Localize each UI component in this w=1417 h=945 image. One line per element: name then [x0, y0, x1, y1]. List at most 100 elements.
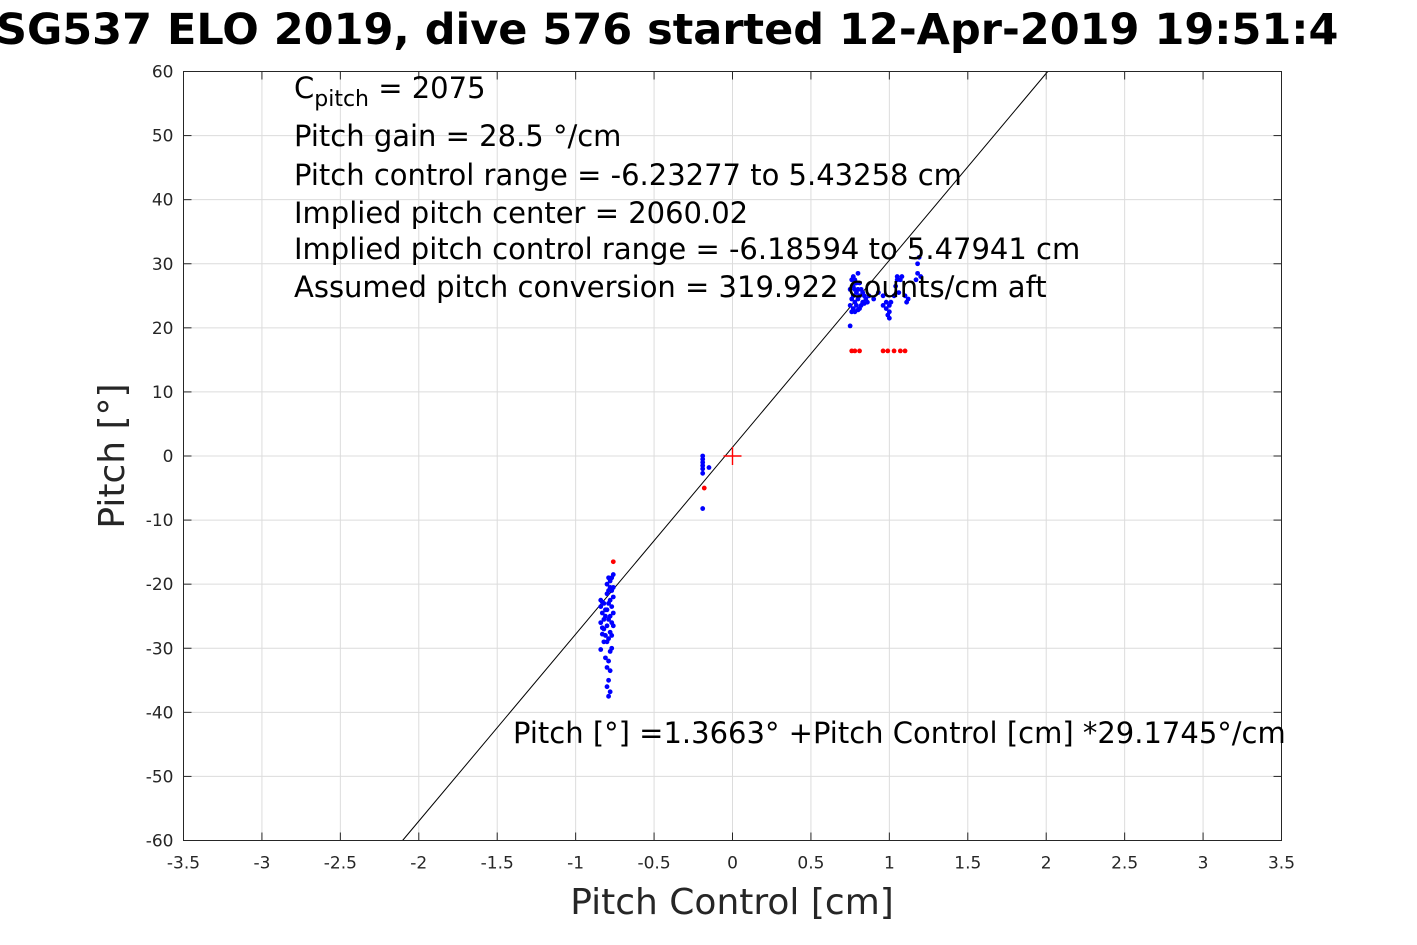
y-tick-label: 50: [152, 127, 174, 147]
data-point: [610, 594, 616, 600]
data-point: [886, 315, 892, 321]
x-tick-label: 2: [1041, 854, 1052, 874]
x-tick-label: -0.5: [637, 854, 670, 874]
data-point: [886, 309, 892, 315]
data-point: [899, 274, 905, 279]
x-axis-label: Pitch Control [cm]: [570, 882, 894, 923]
data-point: [607, 597, 613, 603]
data-point: [609, 604, 615, 609]
data-point: [610, 572, 616, 577]
annotation-implied-control-range: Implied pitch control range = -6.18594 t…: [294, 232, 1080, 266]
data-point: [883, 306, 889, 312]
data-point: [610, 610, 616, 616]
data-point: [598, 604, 604, 609]
data-point: [603, 633, 608, 638]
c-pitch-subscript: pitch: [314, 87, 369, 112]
data-point: [857, 280, 862, 286]
bad-point: [891, 348, 897, 354]
y-tick-label: 30: [152, 255, 174, 275]
data-point: [847, 286, 853, 292]
data-point: [902, 293, 908, 299]
data-point: [607, 613, 613, 619]
chart-title: SG537 ELO 2019, dive 576 started 12-Apr-…: [0, 5, 1338, 55]
y-axis-label: Pitch [°]: [92, 383, 133, 528]
x-tick-label: -2: [410, 854, 427, 874]
data-point: [918, 274, 924, 279]
data-points: [598, 254, 924, 699]
data-point: [700, 470, 706, 476]
fit-equation-label: Pitch [°] =1.3663° +Pitch Control [cm] *…: [513, 716, 1286, 750]
data-point: [599, 610, 605, 616]
y-tick-label: -30: [146, 639, 174, 659]
data-point: [866, 293, 872, 299]
annotation-c-pitch: Cpitch = 2075: [294, 71, 486, 112]
data-point: [603, 613, 608, 619]
data-point: [603, 655, 608, 661]
x-tick-label: 2.5: [1111, 854, 1138, 874]
data-point: [700, 466, 706, 472]
data-point: [883, 299, 889, 305]
data-point: [601, 626, 607, 632]
c-pitch-value: = 2075: [369, 71, 486, 105]
annotation-pitch-control-range: Pitch control range = -6.23277 to 5.4325…: [294, 158, 962, 192]
data-point: [857, 293, 862, 299]
data-point: [891, 293, 897, 299]
data-point: [915, 270, 920, 276]
data-point: [915, 261, 920, 267]
data-point: [893, 283, 899, 289]
data-point: [606, 636, 611, 642]
data-point: [916, 254, 922, 260]
y-tick-label: -60: [146, 832, 174, 852]
data-point: [855, 270, 861, 276]
bad-point: [902, 348, 908, 354]
data-point: [598, 620, 604, 626]
data-point: [700, 506, 706, 511]
annotation-pitch-conversion: Assumed pitch conversion = 319.922 count…: [294, 270, 1047, 304]
data-point: [610, 584, 616, 590]
data-point: [875, 290, 881, 295]
x-tick-label: 3: [1198, 854, 1209, 874]
data-point: [854, 303, 859, 308]
data-point: [604, 581, 610, 587]
data-point: [894, 274, 900, 279]
annotation-pitch-gain: Pitch gain = 28.5 °/cm: [294, 119, 621, 153]
data-point: [609, 645, 615, 651]
bad-point: [852, 348, 858, 354]
x-tick-label: -1: [567, 854, 584, 874]
bad-point: [880, 348, 886, 354]
data-point: [609, 633, 615, 638]
bad-point: [857, 348, 862, 354]
bad-point: [885, 348, 891, 354]
data-point: [607, 668, 613, 674]
data-point: [847, 323, 853, 329]
x-tick-label: -1.5: [481, 854, 514, 874]
data-point: [604, 665, 610, 670]
c-pitch-main: C: [294, 71, 314, 105]
y-tick-label: 0: [163, 447, 174, 467]
y-tick-label: 60: [152, 63, 174, 83]
x-tick-label: 0: [727, 854, 738, 874]
axis-ticks: -3.5 -3 -2.5 -2 -1.5 -1 -0.5 0 0.5 1 1.5 2 2.5 3 3.5 -6…: [146, 63, 1295, 874]
data-point: [880, 303, 886, 308]
data-point: [871, 296, 877, 302]
data-point: [847, 303, 853, 308]
data-point: [598, 647, 604, 652]
x-tick-label: -3.5: [167, 854, 200, 874]
y-tick-label: -50: [146, 767, 174, 787]
data-point: [896, 290, 902, 295]
data-point: [606, 658, 611, 664]
x-tick-label: -2.5: [324, 854, 357, 874]
annotation-implied-pitch-center: Implied pitch center = 2060.02: [294, 196, 748, 230]
y-tick-label: 10: [152, 383, 174, 403]
grid-lines: [183, 71, 1282, 841]
data-point: [905, 296, 911, 302]
data-point: [604, 684, 610, 690]
data-point: [850, 293, 856, 299]
bad-point: [897, 348, 903, 354]
center-marker: [723, 447, 742, 465]
data-point: [888, 299, 894, 305]
data-point: [604, 607, 610, 613]
data-point: [607, 689, 613, 695]
bad-point: [701, 485, 707, 491]
